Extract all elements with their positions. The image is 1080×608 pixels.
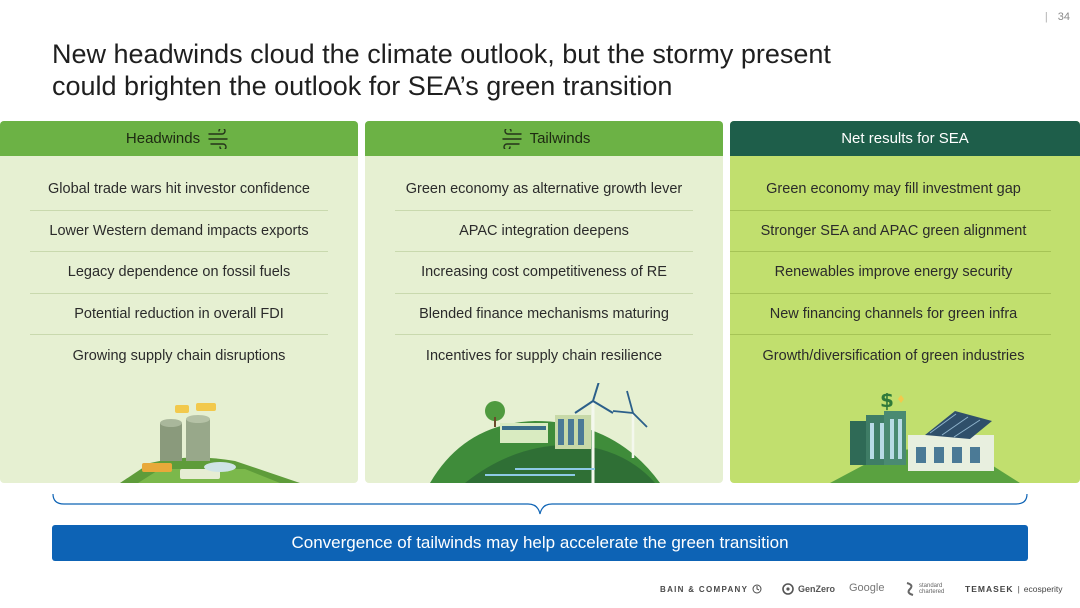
wind-turbine-hill-illustration bbox=[430, 383, 660, 483]
standard-chartered-emblem-icon bbox=[906, 582, 914, 596]
tailwinds-item: Increasing cost competitiveness of RE bbox=[395, 252, 693, 294]
bracket-connector bbox=[52, 493, 1028, 515]
headwinds-list: Global trade wars hit investor confidenc… bbox=[30, 156, 328, 377]
conclusion-banner: Convergence of tailwinds may help accele… bbox=[52, 525, 1028, 561]
standard-chartered-logo: standard chartered bbox=[905, 582, 944, 596]
svg-text:$: $ bbox=[880, 393, 894, 412]
tailwinds-item: Incentives for supply chain resilience bbox=[425, 347, 663, 364]
slide-title: New headwinds cloud the climate outlook,… bbox=[52, 38, 952, 102]
slide-title-line-1: New headwinds cloud the climate outlook,… bbox=[52, 39, 831, 69]
google-logo: Google bbox=[849, 582, 885, 594]
headwinds-item: Potential reduction in overall FDI bbox=[30, 294, 328, 335]
headwinds-header-label: Headwinds bbox=[125, 130, 201, 147]
net-results-item: Stronger SEA and APAC green alignment bbox=[730, 211, 1051, 252]
genzero-logo: GenZero bbox=[782, 583, 835, 595]
tailwinds-header: Tailwinds bbox=[365, 121, 723, 156]
bain-logo: BAIN & COMPANY bbox=[660, 584, 762, 594]
tailwinds-item: APAC integration deepens bbox=[395, 211, 693, 252]
bain-emblem-icon bbox=[752, 584, 762, 594]
net-results-item: Growth/diversification of green industri… bbox=[762, 347, 1025, 364]
green-building-solar-illustration: $ bbox=[830, 393, 1020, 483]
page-number: | 34 bbox=[1044, 11, 1070, 23]
headwinds-column: Headwinds Global trade wars hit investor… bbox=[0, 121, 358, 483]
tailwinds-header-label: Tailwinds bbox=[529, 130, 591, 147]
tailwinds-item: Blended finance mechanisms maturing bbox=[395, 294, 693, 335]
tailwinds-column: Tailwinds Green economy as alternative g… bbox=[365, 121, 723, 483]
headwinds-item: Lower Western demand impacts exports bbox=[30, 211, 328, 252]
tailwinds-item: Green economy as alternative growth leve… bbox=[395, 169, 693, 211]
slide-title-line-2: could brighten the outlook for SEA’s gre… bbox=[52, 71, 673, 101]
wind-icon bbox=[501, 128, 522, 149]
headwinds-item: Growing supply chain disruptions bbox=[72, 347, 286, 364]
temasek-ecosperity-logo: TEMASEK | ecosperity bbox=[965, 584, 1063, 594]
net-results-list: Green economy may fill investment gap St… bbox=[730, 156, 1051, 377]
net-results-item: Green economy may fill investment gap bbox=[730, 169, 1051, 211]
net-results-header: Net results for SEA bbox=[730, 121, 1080, 156]
headwinds-item: Legacy dependence on fossil fuels bbox=[30, 252, 328, 294]
net-results-item: New financing channels for green infra bbox=[730, 294, 1051, 335]
wind-icon bbox=[208, 128, 228, 149]
net-results-column: Net results for SEA Green economy may fi… bbox=[730, 121, 1080, 483]
footer-logos: BAIN & COMPANY GenZero Google standard ch… bbox=[0, 580, 1080, 598]
net-results-header-label: Net results for SEA bbox=[841, 130, 969, 147]
headwinds-header: Headwinds bbox=[0, 121, 358, 156]
coal-power-plant-illustration bbox=[120, 403, 300, 483]
genzero-emblem-icon bbox=[782, 583, 794, 595]
net-results-item: Renewables improve energy security bbox=[730, 252, 1051, 294]
tailwinds-list: Green economy as alternative growth leve… bbox=[395, 156, 693, 377]
headwinds-item: Global trade wars hit investor confidenc… bbox=[30, 169, 328, 211]
